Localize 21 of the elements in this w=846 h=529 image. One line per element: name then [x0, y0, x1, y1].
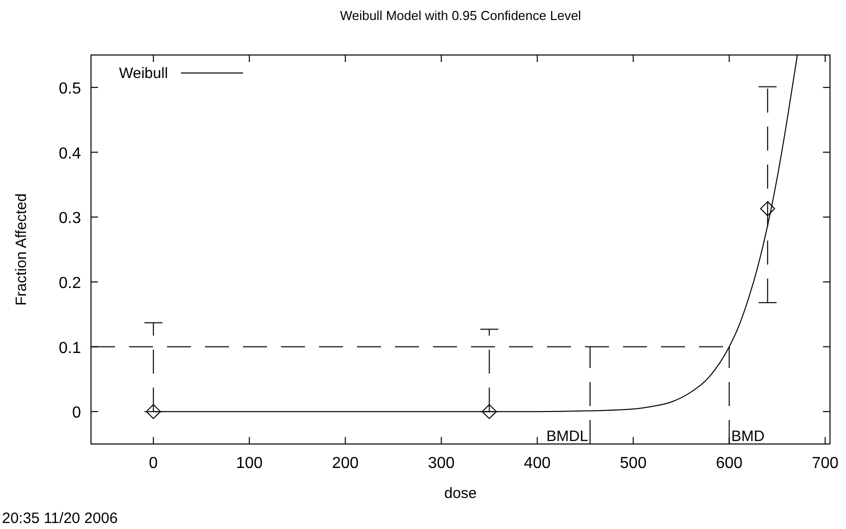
x-tick-label: 400: [524, 455, 551, 472]
y-tick-label: 0.4: [58, 145, 82, 162]
y-tick-label: 0.2: [58, 274, 82, 292]
text: 20:35 11/20 2006: [2, 510, 118, 527]
x-tick-label: 0: [148, 455, 158, 472]
ref-line-label: BMDL: [546, 428, 588, 445]
y-axis-title: Fraction Affected: [13, 193, 30, 306]
x-tick-label: 200: [332, 455, 359, 472]
x-tick-label: 100: [236, 455, 263, 472]
x-tick-label: 500: [620, 455, 647, 472]
y-tick-label: 0.5: [58, 80, 82, 98]
chart-title: Weibull Model with 0.95 Confidence Level: [340, 8, 582, 23]
y-tick-label: 0.3: [58, 210, 82, 228]
legend-label: Weibull: [119, 65, 168, 82]
ref-line-label: BMD: [731, 428, 765, 445]
y-tick-label: 0.1: [58, 340, 82, 357]
x-axis-title: dose: [444, 485, 477, 502]
x-tick-label: 300: [428, 455, 455, 472]
x-tick-label: 700: [812, 455, 839, 472]
y-tick-label: 0: [72, 404, 82, 422]
x-tick-label: 600: [716, 455, 743, 472]
